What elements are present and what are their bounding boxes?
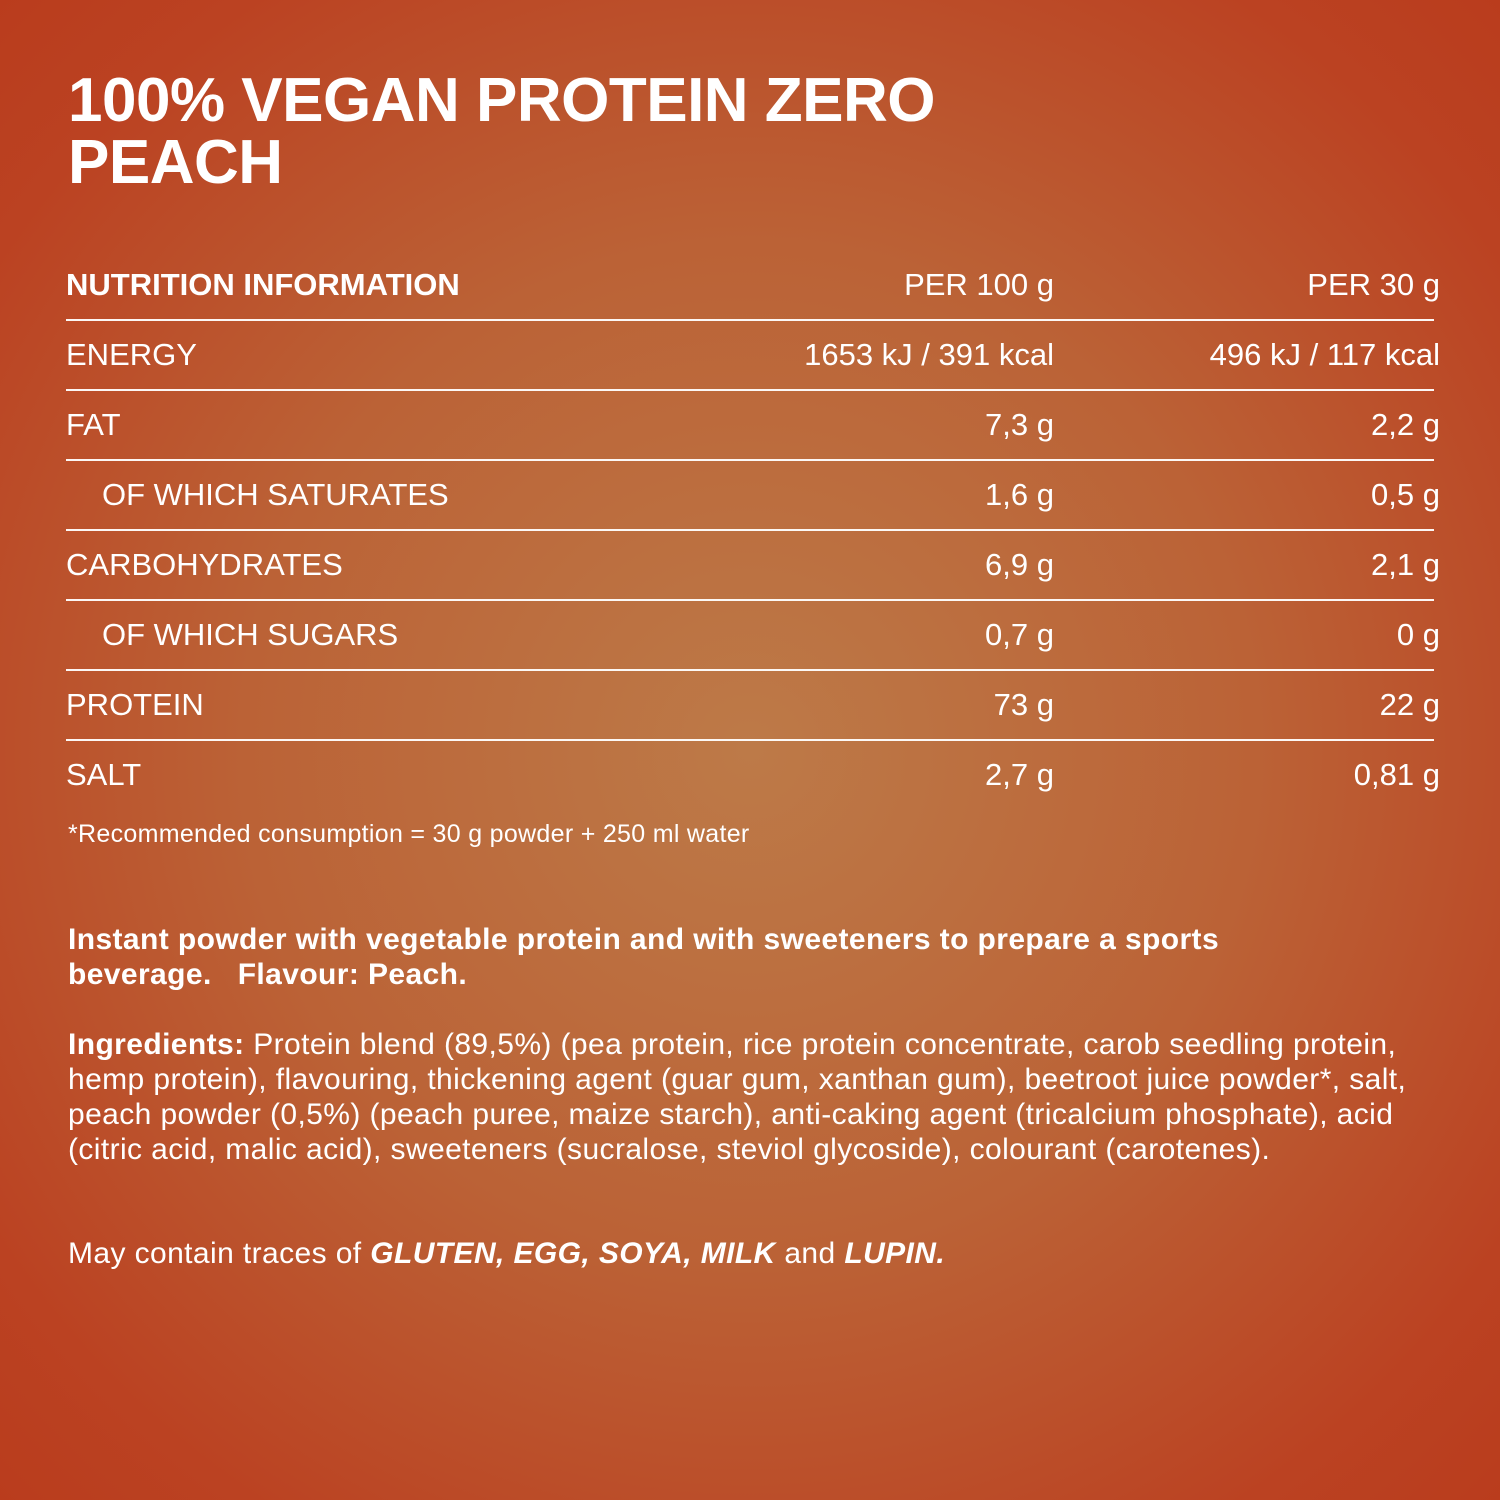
nutrient-label: ENERGY — [66, 337, 197, 372]
nutrition-row-carbohydrates: CARBOHYDRATES 6,9 g 2,1 g — [66, 530, 1440, 601]
ingredients-label: Ingredients: — [68, 1028, 245, 1061]
nutrition-row-fat: FAT 7,3 g 2,2 g — [66, 390, 1440, 461]
nutrient-per100: 7,3 g — [985, 407, 1054, 442]
product-description: Instant powder with vegetable protein an… — [68, 922, 1428, 992]
nutrient-label: OF WHICH SUGARS — [102, 617, 399, 652]
nutrient-per30: 0,81 g — [1353, 757, 1440, 792]
nutrient-per30: 0 g — [1396, 617, 1440, 652]
allergen-and: and — [775, 1237, 845, 1270]
table-divider — [66, 459, 1434, 461]
ingredients-text: Protein blend (89,5%) (pea protein, rice… — [68, 1028, 1407, 1166]
nutrition-header-per100: PER 100 g — [904, 267, 1054, 302]
ingredients-paragraph: Ingredients: Protein blend (89,5%) (pea … — [68, 1027, 1428, 1167]
consumption-footnote: *Recommended consumption = 30 g powder +… — [68, 820, 750, 848]
allergen-notice: May contain traces of GLUTEN, EGG, SOYA,… — [68, 1236, 1428, 1271]
table-divider — [66, 669, 1434, 671]
table-divider — [66, 529, 1434, 531]
product-title-line2: PEACH — [68, 128, 283, 197]
nutrient-per30: 496 kJ / 117 kcal — [1209, 337, 1440, 372]
nutrition-row-energy: ENERGY 1653 kJ / 391 kcal 496 kJ / 117 k… — [66, 320, 1440, 391]
product-title-line1: 100% VEGAN PROTEIN ZERO — [68, 66, 936, 135]
nutrition-header-per30: PER 30 g — [1307, 267, 1440, 302]
table-divider — [66, 599, 1434, 601]
nutrient-per30: 2,2 g — [1371, 407, 1440, 442]
nutrient-per100: 6,9 g — [985, 547, 1054, 582]
nutrient-per100: 2,7 g — [985, 757, 1054, 792]
nutrient-per100: 0,7 g — [985, 617, 1054, 652]
allergen-last: LUPIN. — [844, 1237, 946, 1270]
nutrient-per100: 73 g — [993, 687, 1054, 722]
description-text: Instant powder with vegetable protein an… — [68, 923, 1220, 991]
nutrient-per30: 0,5 g — [1371, 477, 1440, 512]
product-title: 100% VEGAN PROTEIN ZERO PEACH — [68, 66, 936, 197]
nutrition-header-row: NUTRITION INFORMATION PER 100 g PER 30 g — [66, 250, 1440, 321]
table-divider — [66, 319, 1434, 321]
nutrient-label: OF WHICH SATURATES — [102, 477, 449, 512]
nutrition-row-protein: PROTEIN 73 g 22 g — [66, 670, 1440, 741]
nutrient-label: PROTEIN — [66, 687, 204, 722]
allergen-prefix: May contain traces of — [68, 1237, 371, 1270]
nutrition-row-sugars: OF WHICH SUGARS 0,7 g 0 g — [66, 600, 1440, 671]
nutrition-row-salt: SALT 2,7 g 0,81 g — [66, 740, 1440, 810]
nutrition-header-label: NUTRITION INFORMATION — [66, 267, 460, 302]
nutrient-per30: 2,1 g — [1371, 547, 1440, 582]
nutrient-label: CARBOHYDRATES — [66, 547, 343, 582]
table-divider — [66, 739, 1434, 741]
nutrition-table: NUTRITION INFORMATION PER 100 g PER 30 g… — [66, 250, 1440, 810]
nutrient-per30: 22 g — [1379, 687, 1440, 722]
allergen-list: GLUTEN, EGG, SOYA, MILK — [370, 1237, 776, 1270]
nutrient-per100: 1653 kJ / 391 kcal — [804, 337, 1054, 372]
table-divider — [66, 389, 1434, 391]
nutrition-row-saturates: OF WHICH SATURATES 1,6 g 0,5 g — [66, 460, 1440, 531]
nutrient-label: FAT — [66, 407, 121, 442]
flavour-text: Flavour: Peach. — [237, 958, 468, 991]
nutrient-label: SALT — [66, 757, 142, 792]
nutrient-per100: 1,6 g — [985, 477, 1054, 512]
